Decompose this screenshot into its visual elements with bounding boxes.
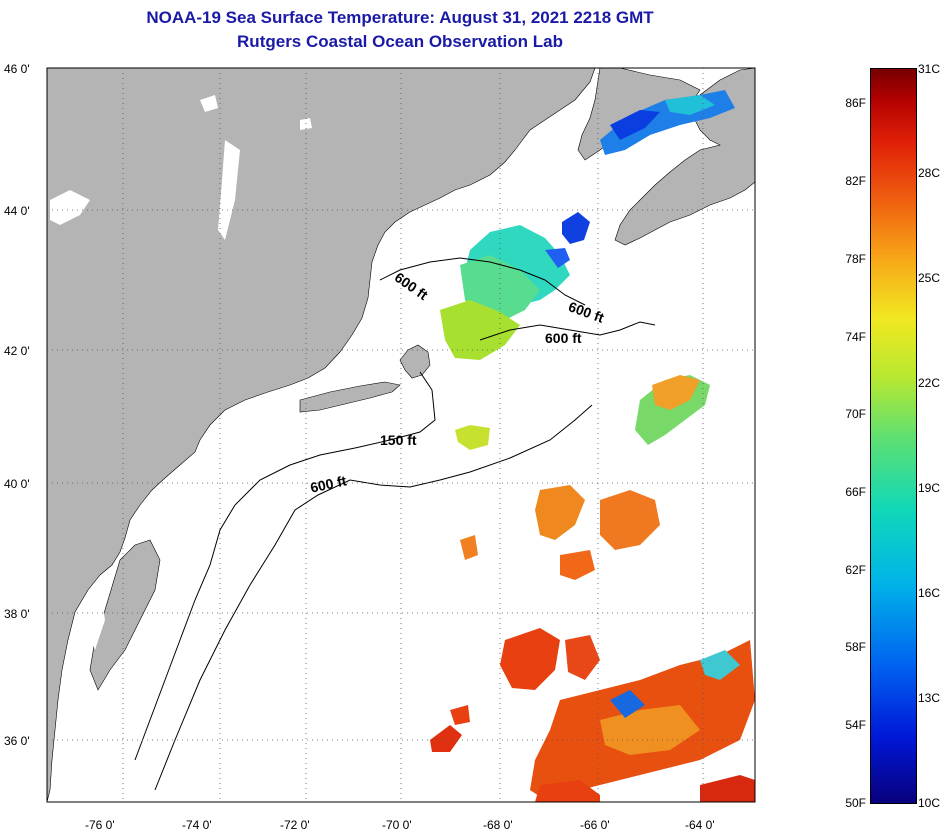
patch-fundy-blue (610, 110, 660, 140)
lon-label: -68 0' (483, 818, 513, 832)
patch-mid-orange4 (460, 535, 478, 560)
patch-s-red2 (565, 635, 600, 680)
cape-cod (399, 344, 431, 379)
patch-mid-orange3 (560, 550, 595, 580)
graticule (47, 68, 755, 802)
depth-contours (134, 257, 656, 791)
map-title: NOAA-19 Sea Surface Temperature: August … (146, 8, 654, 27)
patch-se-cyan (700, 650, 740, 680)
lat-label: 46 0' (4, 62, 30, 76)
lat-label: 38 0' (4, 607, 30, 621)
patch-mid-orange1 (535, 485, 585, 540)
contour-600-south (154, 404, 593, 791)
contour-150 (134, 371, 436, 761)
lon-label: -70 0' (382, 818, 412, 832)
patch-s-bottom (535, 780, 600, 802)
patch-maine-blue (562, 212, 590, 244)
lat-label: 40 0' (4, 477, 30, 491)
temperature-colorbar (870, 68, 917, 804)
patch-nantucket-yellow (455, 425, 490, 450)
colorbar-c-label: 13C (918, 691, 941, 705)
colorbar-f-label: 58F (845, 640, 866, 654)
patch-s-red4 (450, 705, 470, 725)
patch-gulf-maine-green (460, 255, 540, 320)
inland-water (50, 95, 312, 780)
lon-label: -66 0' (580, 818, 610, 832)
colorbar-f-label: 78F (845, 252, 866, 266)
colorbar-f-label: 70F (845, 407, 866, 421)
lat-label: 44 0' (4, 204, 30, 218)
patch-fundy-cyan (665, 95, 715, 115)
patch-ne-orange (652, 375, 700, 410)
patch-se-blue (610, 690, 645, 718)
colorbar-f-label: 86F (845, 96, 866, 110)
colorbar-c-label: 19C (918, 481, 941, 495)
colorbar-f-label: 62F (845, 563, 866, 577)
lon-label: -76 0' (85, 818, 115, 832)
patch-se-red-edge (700, 775, 755, 802)
patch-s-red1 (500, 628, 560, 690)
patch-s-red3 (430, 725, 462, 752)
colorbar-c-label: 28C (918, 166, 941, 180)
lat-label: 42 0' (4, 344, 30, 358)
colorbar-c-label: 10C (918, 796, 941, 810)
colorbar-f-label: 74F (845, 330, 866, 344)
lon-label: -74 0' (182, 818, 212, 832)
long-island (299, 381, 401, 413)
colorbar-f-label: 82F (845, 174, 866, 188)
lon-label: -64 0' (685, 818, 715, 832)
contour-label-150: 150 ft (380, 432, 417, 448)
colorbar-c-label: 25C (918, 271, 941, 285)
mainland-us (46, 67, 596, 803)
map-subtitle: Rutgers Coastal Ocean Observation Lab (237, 32, 563, 51)
colorbar-f-label: 50F (845, 796, 866, 810)
lon-label: -72 0' (280, 818, 310, 832)
colorbar-c-label: 22C (918, 376, 941, 390)
colorbar-c-label: 16C (918, 586, 941, 600)
patch-mid-orange2 (600, 490, 660, 550)
colorbar-c-label: 31C (918, 62, 941, 76)
contour-600-gom (479, 321, 656, 341)
sst-patches (430, 90, 755, 802)
contour-600-gom2 (379, 257, 586, 306)
colorbar-f-label: 54F (845, 718, 866, 732)
colorbar-f-label: 66F (845, 485, 866, 499)
contour-label-600-c: 600 ft (545, 330, 582, 346)
patch-georges-yellowgreen (440, 300, 520, 360)
lat-label: 36 0' (4, 734, 30, 748)
patch-maine-blue2 (545, 248, 570, 268)
